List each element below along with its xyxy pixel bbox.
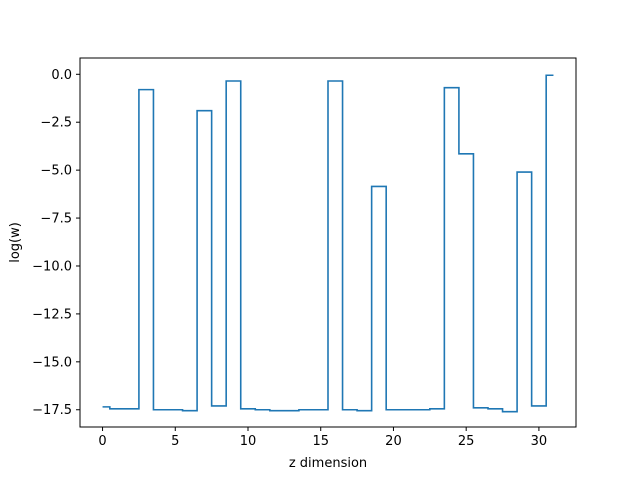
y-tick-label: −5.0: [40, 164, 72, 179]
y-ticks: 0.0 −2.5 −5.0 −7.5 −10.0 −12.5 −15.0 −17.5: [32, 68, 80, 418]
x-ticks: 0 5 10 15 20 25 30: [98, 427, 547, 449]
y-tick-label: −12.5: [32, 307, 72, 322]
y-axis-label: log(w): [8, 222, 23, 263]
x-tick-label: 0: [98, 434, 106, 449]
series-line: [102, 74, 554, 413]
x-tick-label: 10: [240, 434, 257, 449]
y-tick-label: −7.5: [40, 212, 72, 227]
x-tick-label: 25: [458, 434, 475, 449]
y-tick-label: −10.0: [32, 259, 72, 274]
y-tick-label: −15.0: [32, 355, 72, 370]
series-layer: [102, 74, 554, 413]
x-tick-label: 30: [531, 434, 548, 449]
y-tick-label: 0.0: [51, 68, 72, 83]
x-tick-label: 5: [171, 434, 179, 449]
x-tick-label: 20: [385, 434, 402, 449]
x-tick-label: 15: [312, 434, 329, 449]
x-axis-label: z dimension: [289, 456, 367, 471]
y-tick-label: −17.5: [32, 403, 72, 418]
plot-frame: [79, 57, 577, 428]
y-tick-label: −2.5: [40, 116, 72, 131]
